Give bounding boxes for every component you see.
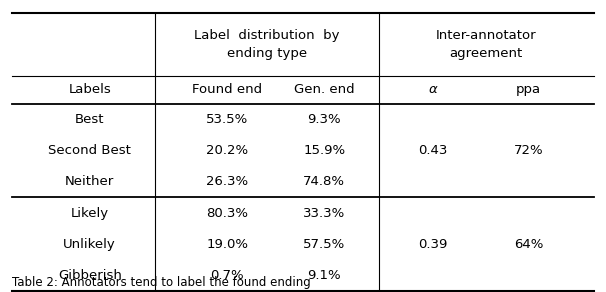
Text: 26.3%: 26.3% (206, 175, 248, 188)
Text: 53.5%: 53.5% (206, 113, 248, 126)
Text: Inter-annotator
agreement: Inter-annotator agreement (436, 29, 537, 60)
Text: Gibberish: Gibberish (58, 269, 122, 282)
Text: 0.39: 0.39 (419, 238, 448, 251)
Text: 0.7%: 0.7% (210, 269, 244, 282)
Text: α: α (429, 83, 438, 96)
Text: ppa: ppa (516, 83, 541, 96)
Text: 9.3%: 9.3% (307, 113, 341, 126)
Text: 19.0%: 19.0% (206, 238, 248, 251)
Text: 33.3%: 33.3% (303, 206, 345, 220)
Text: Table 2: Annotators tend to label the found ending: Table 2: Annotators tend to label the fo… (12, 276, 311, 289)
Text: Neither: Neither (65, 175, 115, 188)
Text: 74.8%: 74.8% (303, 175, 345, 188)
Text: 64%: 64% (514, 238, 543, 251)
Text: 20.2%: 20.2% (206, 144, 248, 157)
Text: Gen. end: Gen. end (294, 83, 355, 96)
Text: Likely: Likely (71, 206, 108, 220)
Text: 15.9%: 15.9% (303, 144, 345, 157)
Text: 80.3%: 80.3% (206, 206, 248, 220)
Text: 72%: 72% (514, 144, 543, 157)
Text: Unlikely: Unlikely (63, 238, 116, 251)
Text: 57.5%: 57.5% (303, 238, 345, 251)
Text: 9.1%: 9.1% (307, 269, 341, 282)
Text: Label  distribution  by
ending type: Label distribution by ending type (194, 29, 339, 60)
Text: Labels: Labels (68, 83, 111, 96)
Text: Found end: Found end (192, 83, 262, 96)
Text: 0.43: 0.43 (419, 144, 448, 157)
Text: Second Best: Second Best (48, 144, 131, 157)
Text: Best: Best (75, 113, 104, 126)
